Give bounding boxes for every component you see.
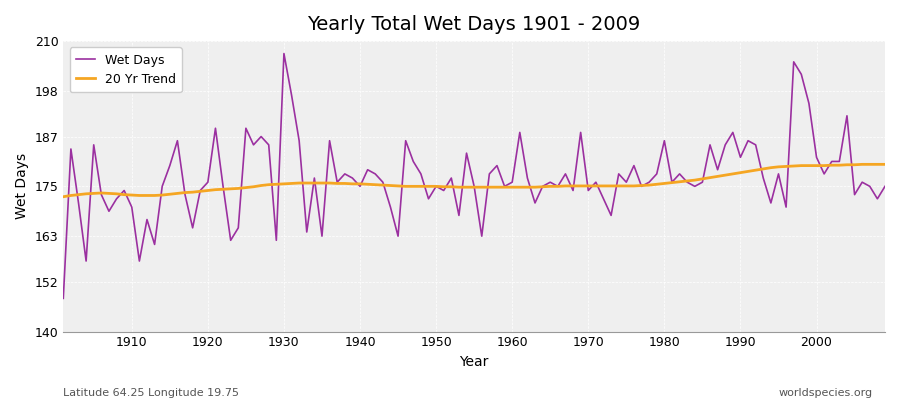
20 Yr Trend bbox=[119, 192, 130, 197]
X-axis label: Year: Year bbox=[460, 355, 489, 369]
Line: 20 Yr Trend: 20 Yr Trend bbox=[63, 164, 885, 197]
Y-axis label: Wet Days: Wet Days bbox=[15, 153, 29, 220]
20 Yr Trend bbox=[857, 162, 868, 167]
Text: Latitude 64.25 Longitude 19.75: Latitude 64.25 Longitude 19.75 bbox=[63, 388, 239, 398]
Wet Days bbox=[293, 138, 304, 143]
20 Yr Trend bbox=[286, 181, 297, 186]
Legend: Wet Days, 20 Yr Trend: Wet Days, 20 Yr Trend bbox=[69, 47, 182, 92]
Text: worldspecies.org: worldspecies.org bbox=[778, 388, 873, 398]
Wet Days bbox=[278, 51, 289, 56]
20 Yr Trend bbox=[879, 162, 890, 167]
Wet Days bbox=[879, 184, 890, 189]
Wet Days bbox=[119, 188, 130, 193]
20 Yr Trend bbox=[332, 181, 343, 186]
Wet Days bbox=[606, 213, 616, 218]
20 Yr Trend bbox=[500, 185, 510, 190]
Title: Yearly Total Wet Days 1901 - 2009: Yearly Total Wet Days 1901 - 2009 bbox=[308, 15, 641, 34]
Wet Days bbox=[515, 130, 526, 135]
Wet Days bbox=[339, 172, 350, 176]
Wet Days bbox=[507, 180, 517, 184]
20 Yr Trend bbox=[598, 184, 609, 188]
20 Yr Trend bbox=[58, 194, 68, 199]
20 Yr Trend bbox=[507, 185, 517, 190]
Wet Days bbox=[58, 296, 68, 301]
Line: Wet Days: Wet Days bbox=[63, 54, 885, 298]
